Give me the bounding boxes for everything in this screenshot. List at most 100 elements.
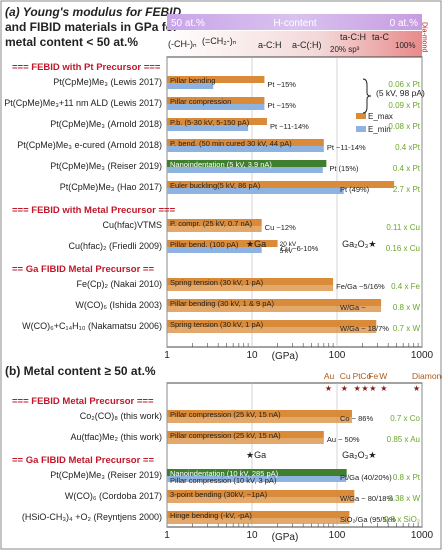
element-marker-label: Co <box>360 371 371 381</box>
region-diamond: Dia-mond <box>421 22 428 52</box>
ratio-label: 0.4 x Fe <box>391 282 420 291</box>
element-marker-label: Au <box>324 371 335 381</box>
row-label: Pt(CpMe)Me₃ (Reiser 2019) <box>50 161 162 171</box>
bar-emin <box>167 83 214 89</box>
reference-marker: Ga₂O₃★ <box>342 239 376 249</box>
bar-emax <box>167 97 265 104</box>
panel-a-title-line-2: and FIBID materials in GPa for <box>5 20 178 34</box>
group-header: === FEBID Metal Precursor === <box>12 396 154 407</box>
bar-emin <box>167 146 324 152</box>
ratio-label: 0.8 x SiO₂ <box>384 515 420 524</box>
row-label: Co₂(CO)₈ (this work) <box>80 411 162 421</box>
content-label: Pt ~15% <box>267 80 296 89</box>
group-header: == Ga FIBID Metal Precursor == <box>12 455 154 466</box>
bar-emax <box>167 469 347 476</box>
bar-emin <box>167 104 265 110</box>
bar-emax <box>167 219 262 226</box>
panel-b-bars: 1 10 100 1000 === FEBID Metal Precursor === C… <box>12 383 434 541</box>
bar-emax <box>167 511 350 518</box>
bar-emax-lower <box>167 306 382 312</box>
group-header: == Ga FIBID Metal Precursor == <box>12 264 154 275</box>
content-label: Pt ~11-14% <box>327 143 366 152</box>
tick-label: 1000 <box>411 530 434 541</box>
region-ch2: (=CH₂-)ₙ <box>202 36 237 46</box>
reference-marker: ★Ga <box>246 239 266 249</box>
content-label: Pt ~15% <box>267 101 296 110</box>
bar-emax <box>167 431 324 438</box>
group-header: === FEBID with Pt Precursor === <box>12 62 161 73</box>
region-bar <box>167 31 422 57</box>
row-label: Pt(CpMe)Me₃ e-cured (Arnold 2018) <box>17 140 162 150</box>
legend-emin-label: E_min <box>368 125 391 134</box>
content-label: Pt (15%) <box>329 164 359 173</box>
bar-emax <box>167 410 352 417</box>
extra-label: 20 kV <box>280 241 297 248</box>
bar-emax-lower <box>167 438 324 444</box>
content-label: Cu ~12% <box>265 223 296 232</box>
star-icon: ★ <box>325 384 332 393</box>
bar-emin <box>167 167 323 173</box>
row-label: Pt(CpMe)Me₃ (Lewis 2017) <box>53 77 162 87</box>
content-label: Pt ~11-14% <box>270 122 309 131</box>
method-label: P.b. (5-30 kV, 5-150 pA) <box>170 118 250 127</box>
ratio-label: 0.85 x Au <box>387 435 420 444</box>
ratio-label: 0.06 x Pt <box>388 80 420 89</box>
region-ac: a-C(:H) <box>292 40 322 50</box>
ratio-label: 0.11 x Cu <box>386 223 420 232</box>
method-label: Hinge bending (-kV, -pA) <box>170 511 252 520</box>
content-label: W/Ga ~ <box>340 303 366 312</box>
row-label: Cu(hfac)VTMS <box>102 220 162 230</box>
method-label: Spring tension (30 kV, 1 pA) <box>170 320 264 329</box>
region-sp3: 20% sp³ <box>330 45 360 54</box>
row-label: Pt(CpMe)Me₃ (Hao 2017) <box>60 182 162 192</box>
content-label: Pt/Ga (40/20%) <box>340 473 392 482</box>
star-icon: ★ <box>380 384 387 393</box>
bar-emax-lower <box>167 285 334 291</box>
tick-label: 100 <box>329 530 346 541</box>
legend-brace <box>362 78 372 114</box>
row-label: Cu(hfac)₂ (Friedli 2009) <box>68 241 162 251</box>
ratio-label: 2.7 x Pt <box>393 185 421 194</box>
method-label: Pillar bending (30 kV, 1 & 9 pA) <box>170 299 274 308</box>
bar-emax <box>167 160 327 167</box>
panel-b-element-markers: Au★Cu★Pt★Co★Fe★W★Diamond★ <box>324 371 442 393</box>
panel-b-title: (b) Metal content ≥ 50 at.% <box>5 364 156 378</box>
axis-label-b: (GPa) <box>272 532 299 543</box>
region-ach: a-C:H <box>258 40 282 50</box>
ratio-label: 0.4 x Pt <box>393 164 421 173</box>
row-label: W(CO)₆+C₁₄H₁₀ (Nakamatsu 2006) <box>22 321 162 331</box>
legend-emax-swatch <box>356 113 366 119</box>
tick-label: 1 <box>164 530 170 541</box>
panel-a-bars: 1 10 100 1000 === FEBID with Pt Precursor ==… <box>4 57 434 361</box>
method-label: 3-point bending (30kV, ~1pA) <box>170 490 268 499</box>
region-100: 100% <box>395 41 415 50</box>
legend-emax-label: E_max <box>368 112 393 121</box>
content-label: Pt (49%) <box>340 185 370 194</box>
row-label: Pt(CpMe)Me₃ (Reiser 2019) <box>50 470 162 480</box>
group-header: === FEBID with Metal Precursor === <box>12 205 176 216</box>
region-tac: ta-C <box>372 32 390 42</box>
bar-emax <box>167 118 267 125</box>
star-icon: ★ <box>354 384 361 393</box>
method-label: Spring tension (30 kV, 1 pA) <box>170 278 264 287</box>
method-label: Pillar bending <box>170 76 215 85</box>
method-label: Nanoindentation (5 kV, 3.9 nA) <box>170 160 272 169</box>
row-label: Pt(CpMe)Me₃+11 nm ALD (Lewis 2017) <box>4 98 162 108</box>
ratio-label: 0.08 x Pt <box>388 122 420 131</box>
bar-emax <box>167 139 324 146</box>
content-label: W/Ga ~ 18/7% <box>340 324 389 333</box>
bar-emax-lower <box>167 417 352 423</box>
method-label: Pillar bend. (100 pA) <box>170 240 239 249</box>
bar-emin <box>167 188 344 194</box>
content-label: Au ~ 50% <box>327 435 360 444</box>
star-icon: ★ <box>369 384 376 393</box>
ratio-label: 0.16 x Cu <box>386 244 420 253</box>
tick-label: 1 <box>164 350 170 361</box>
region-tach: ta-C:H <box>340 32 366 42</box>
bar-emax-lower <box>167 497 355 503</box>
bar-emax <box>167 490 355 497</box>
method-label: Pillar compression (25 kV, 15 nA) <box>170 410 281 419</box>
element-marker-label: Diamond <box>412 371 442 381</box>
bar-emax <box>167 320 377 327</box>
